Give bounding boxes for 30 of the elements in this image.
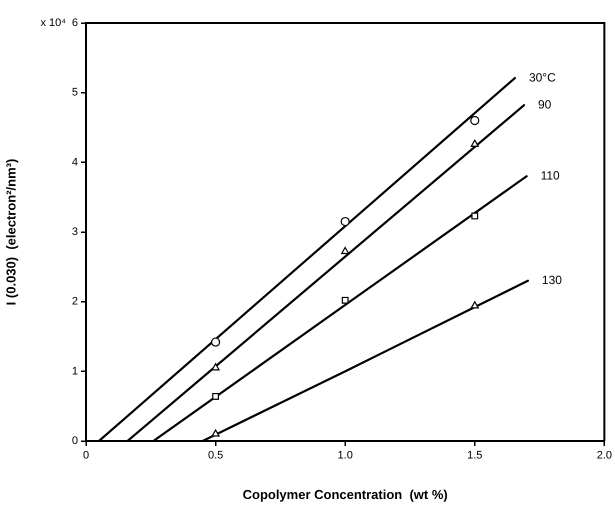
series-label: 110 [540,168,560,183]
x-tick-label: 0.5 [208,450,224,462]
y-axis-title: I (0.030) (electron²/nm³) [3,158,18,306]
point [210,337,220,347]
y-tick-label: 6 [72,17,78,30]
y-tick-label: 1 [72,365,78,378]
series-label: 30°C [528,70,556,84]
x-axis-title: Copolymer Concentration (wt %) [242,486,448,502]
series-label: 130 [542,273,562,288]
y-tick-label: 2 [72,296,78,308]
y-tick-label: 3 [72,226,78,238]
point [470,301,479,308]
point [340,216,350,226]
point [341,246,350,254]
point [470,116,480,126]
point [212,363,220,370]
y-tick-label: 0 [72,435,78,448]
point [470,140,479,147]
x-tick-label: 2.0 [596,450,612,462]
point [212,392,220,400]
point [212,429,220,437]
y-tick-label: 4 [72,156,78,168]
point [342,296,349,304]
x-tick-label: 1.0 [338,450,353,462]
y-tick-label: 5 [72,86,78,99]
series-label: 90 [538,98,552,112]
point [471,212,478,220]
x-tick-label: 1.5 [467,450,482,462]
x-tick-label: 0 [82,450,90,462]
text: x 10⁴ [40,17,66,30]
